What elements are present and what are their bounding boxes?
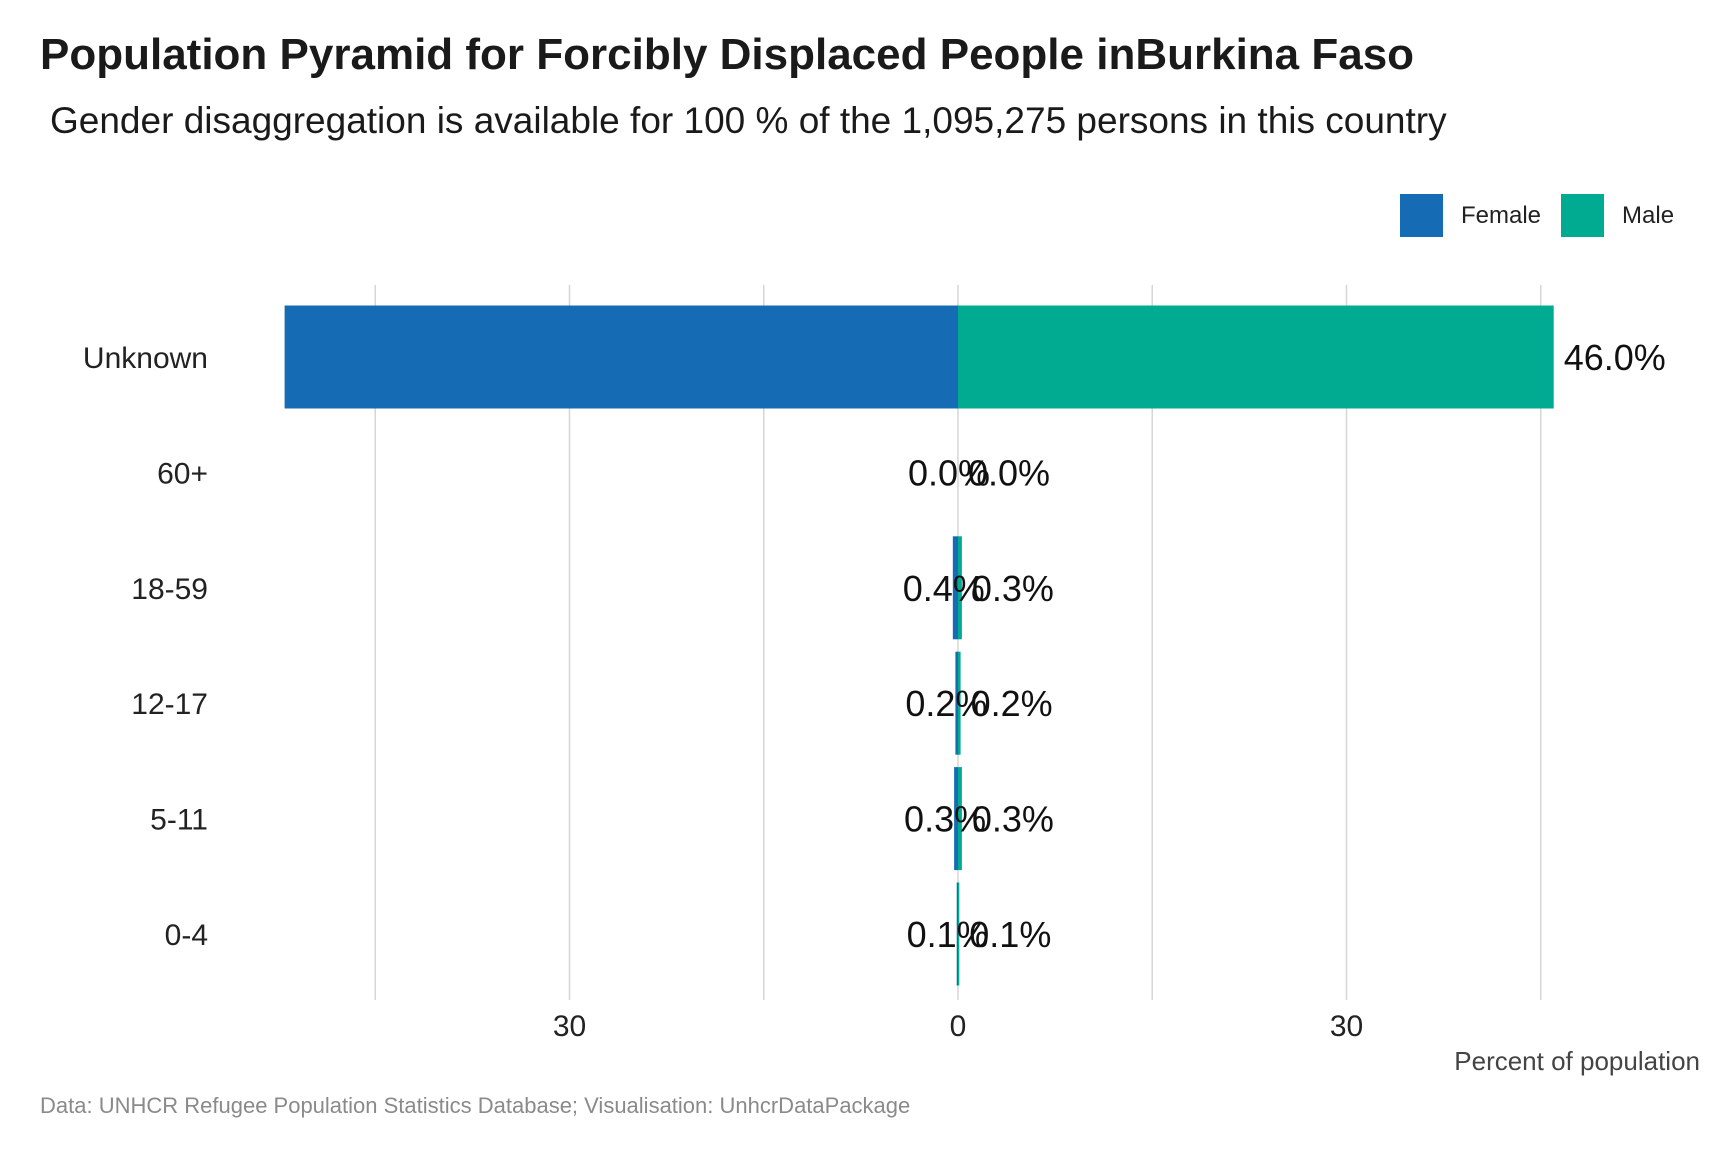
x-axis-title: Percent of population	[1454, 1046, 1700, 1076]
legend-swatch-female	[1400, 194, 1443, 237]
legend-item-female: Female	[1400, 194, 1541, 237]
legend-label-female: Female	[1461, 201, 1542, 229]
x-tick-label: 30	[1330, 1010, 1363, 1043]
bar-female	[284, 305, 959, 409]
x-tick-label: 30	[553, 1010, 586, 1043]
bar-value-labels: 46.0%0.0%0.0%0.4%0.3%0.2%0.2%0.3%0.3%0.1…	[903, 337, 1666, 955]
legend-label-male: Male	[1622, 201, 1675, 229]
category-label: 0-4	[165, 919, 208, 952]
bar-female	[955, 651, 958, 755]
bar-label-female: 0.0%	[908, 452, 990, 493]
x-axis-ticks: 30 0 30	[553, 1010, 1363, 1043]
bar-label-male: 0.0%	[968, 452, 1050, 493]
chart-subtitle: Gender disaggregation is available for 1…	[50, 100, 1447, 141]
legend-swatch-male	[1561, 194, 1605, 237]
category-label: 18-59	[131, 573, 208, 606]
bar-label-male: 0.1%	[969, 914, 1051, 955]
bar-male	[958, 651, 961, 755]
bar-female	[954, 767, 958, 871]
bar-male	[958, 767, 962, 871]
legend-item-male: Male	[1561, 194, 1674, 237]
legend: Female Male	[1400, 194, 1694, 237]
chart-title: Population Pyramid for Forcibly Displace…	[40, 30, 1415, 79]
bar-label-female: 0.2%	[905, 683, 987, 724]
bar-male	[958, 882, 960, 986]
category-label: 60+	[157, 457, 208, 490]
x-tick-label: 0	[950, 1010, 967, 1043]
bar-label-female: 0.3%	[904, 799, 986, 840]
bar-label-male: 0.3%	[972, 799, 1054, 840]
category-labels: Unknown 60+ 18-59 12-17 5-11 0-4	[83, 342, 208, 952]
bar-male	[958, 536, 962, 640]
bar-label-female: 0.4%	[903, 568, 985, 609]
bar-label-male: 0.2%	[971, 683, 1053, 724]
bar-female	[956, 882, 958, 986]
bar-label-male: 46.0%	[1564, 337, 1666, 378]
source-caption: Data: UNHCR Refugee Population Statistic…	[40, 1093, 911, 1118]
bar-label-female: 0.1%	[907, 914, 989, 955]
bar-female	[952, 536, 958, 640]
category-label: 5-11	[150, 804, 208, 837]
bars	[284, 305, 1554, 986]
bar-label-male: 0.3%	[972, 568, 1054, 609]
category-label: 12-17	[131, 688, 208, 721]
category-label: Unknown	[83, 342, 208, 375]
bar-male	[958, 305, 1554, 409]
